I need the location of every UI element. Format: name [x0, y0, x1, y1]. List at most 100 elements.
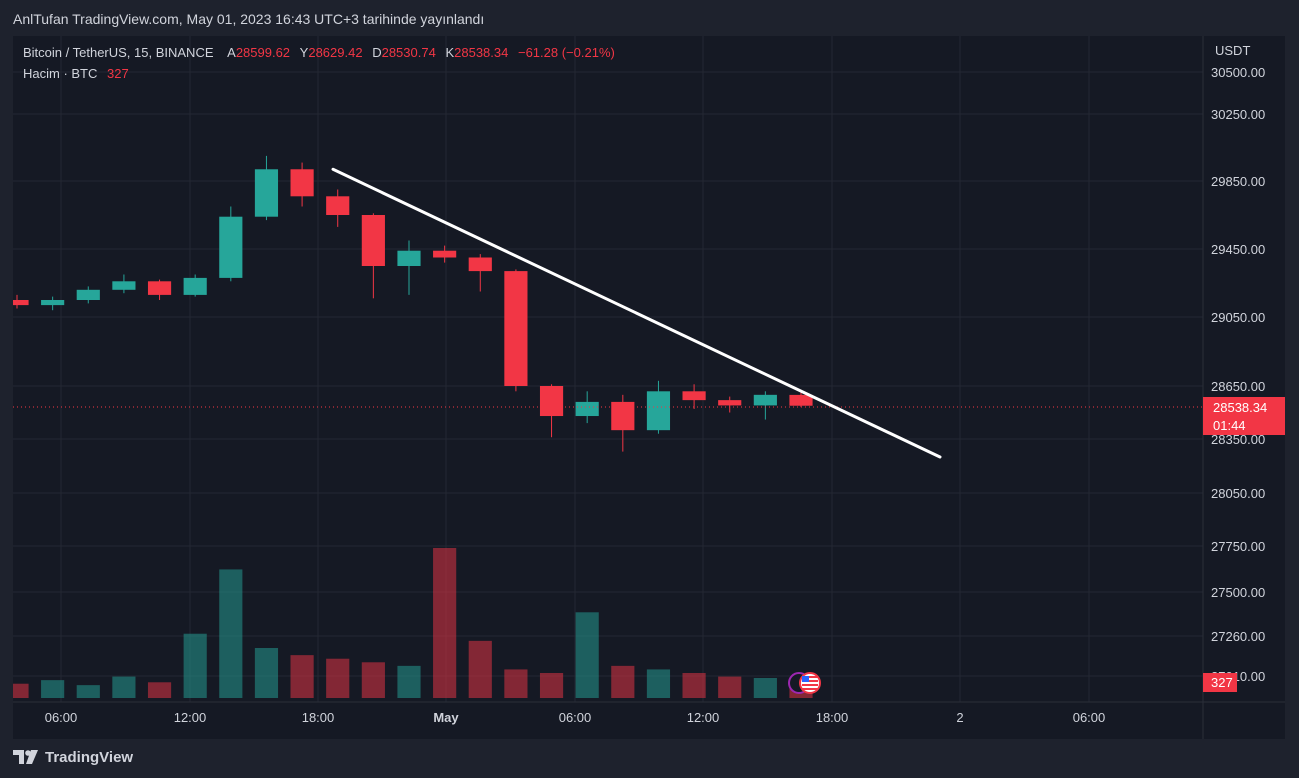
volume-bar	[433, 548, 457, 698]
volume-bar	[361, 662, 385, 698]
volume-bar	[539, 673, 564, 698]
price-axis[interactable]: 30500.00 30250.00 29850.00 29450.00 29050.00…	[1202, 36, 1265, 739]
legend-close-label: K	[445, 45, 455, 60]
trendline[interactable]	[331, 167, 942, 459]
candle-body	[682, 391, 706, 401]
legend-high: 28629.42	[308, 45, 363, 60]
legend-open-label: A	[227, 45, 236, 60]
candles	[13, 155, 813, 452]
candle-body	[789, 394, 813, 406]
legend-high-label: Y	[299, 45, 309, 60]
legend-symbol[interactable]: Bitcoin / TetherUS, 15, BINANCE	[23, 45, 214, 60]
candle-body	[13, 300, 29, 306]
brand-name[interactable]: TradingView	[45, 748, 134, 766]
last-price-badge: 28538.34 01:44	[1203, 397, 1285, 435]
y-tick-label: 28050.00	[1211, 486, 1265, 501]
y-tick-label: 30250.00	[1211, 107, 1265, 122]
candle-body	[254, 169, 279, 217]
legend-volume-label[interactable]: Hacim · BTC	[23, 66, 98, 81]
grid-lines	[13, 36, 1203, 702]
published-text: AnlTufan TradingView.com, May 01, 2023 1…	[13, 11, 485, 27]
legend-close: 28538.34	[454, 45, 509, 60]
volume-bar	[611, 665, 635, 698]
legend-volume-row: Hacim · BTC 327	[23, 66, 615, 87]
legend-volume: 327	[107, 66, 129, 81]
candle-body	[112, 281, 136, 290]
x-tick-label: 06:00	[1073, 710, 1106, 725]
volume-bar	[753, 678, 777, 698]
volume-bar	[397, 665, 421, 698]
candle-body	[646, 391, 671, 431]
volume-bar	[504, 669, 528, 698]
x-tick-label: 18:00	[302, 710, 335, 725]
candle-body	[433, 250, 457, 258]
event-marker-icon[interactable]	[788, 672, 821, 694]
y-tick-label: 28350.00	[1211, 432, 1265, 447]
countdown-label: 01:44	[1213, 418, 1246, 433]
volume-bar	[646, 669, 671, 698]
y-tick-label: 29450.00	[1211, 242, 1265, 257]
volume-bar	[468, 640, 492, 698]
volume-bar	[183, 633, 207, 698]
x-tick-label: 12:00	[687, 710, 720, 725]
candle-body	[219, 216, 243, 278]
candle-body	[76, 289, 100, 300]
volume-bar	[718, 676, 742, 698]
tradingview-logo-icon[interactable]	[13, 749, 39, 765]
volume-bar	[254, 648, 279, 698]
candle-body	[539, 386, 564, 417]
y-tick-label: 30500.00	[1211, 65, 1265, 80]
candle-body	[41, 300, 65, 306]
legend-open: 28599.62	[235, 45, 291, 60]
us-flag-icon	[802, 676, 818, 690]
volume-bar	[41, 680, 65, 698]
candle-body	[326, 196, 350, 215]
candle-body	[147, 281, 172, 295]
legend-low: 28530.74	[381, 45, 436, 60]
last-volume-badge: 327	[1203, 673, 1237, 692]
volume-bar	[112, 676, 136, 698]
volume-bar	[219, 569, 243, 698]
legend-low-label: D	[372, 45, 382, 60]
y-tick-label: 27750.00	[1211, 539, 1265, 554]
chart-legend: Bitcoin / TetherUS, 15, BINANCE A28599.6…	[23, 45, 615, 87]
volume-bar	[13, 683, 29, 698]
volume-bars	[13, 548, 813, 698]
x-tick-label: 12:00	[174, 710, 207, 725]
footer: TradingView	[13, 745, 133, 769]
last-price-label: 28538.34	[1213, 400, 1267, 415]
y-tick-label: 29050.00	[1211, 310, 1265, 325]
x-tick-label: 06:00	[559, 710, 592, 725]
volume-bar	[290, 655, 314, 698]
candle-body	[753, 394, 777, 406]
candle-body	[397, 250, 421, 266]
axis-unit: USDT	[1215, 43, 1250, 58]
y-tick-label: 27260.00	[1211, 629, 1265, 644]
candle-body	[575, 401, 599, 417]
x-tick-label: 06:00	[45, 710, 78, 725]
chart-frame[interactable]: Bitcoin / TetherUS, 15, BINANCE A28599.6…	[13, 36, 1285, 739]
volume-bar	[326, 658, 350, 698]
y-tick-label: 28650.00	[1211, 379, 1265, 394]
legend-change: −61.28 (−0.21%)	[517, 45, 615, 60]
y-tick-label: 27500.00	[1211, 585, 1265, 600]
legend-price-row: Bitcoin / TetherUS, 15, BINANCE A28599.6…	[23, 45, 615, 66]
price-chart[interactable]: 30500.00 30250.00 29850.00 29450.00 29050.00…	[13, 36, 1285, 739]
candle-body	[718, 400, 742, 406]
x-tick-label: 2	[956, 710, 963, 725]
last-volume-label: 327	[1211, 675, 1233, 690]
x-tick-label: May	[433, 710, 459, 725]
y-tick-label: 29850.00	[1211, 174, 1265, 189]
volume-bar	[147, 682, 172, 698]
volume-bar	[575, 612, 599, 698]
candle-body	[611, 401, 635, 431]
candle-body	[361, 215, 385, 266]
candle-body	[183, 277, 207, 295]
x-tick-label: 18:00	[816, 710, 849, 725]
candle-body	[290, 169, 314, 197]
publish-header: AnlTufan TradingView.com, May 01, 2023 1…	[0, 0, 1299, 36]
candle-body	[468, 257, 492, 272]
volume-bar	[76, 685, 100, 698]
volume-bar	[682, 673, 706, 698]
time-axis[interactable]: 06:00 12:00 18:00 May 06:00 12:00 18:00 2 06:00	[13, 701, 1285, 725]
